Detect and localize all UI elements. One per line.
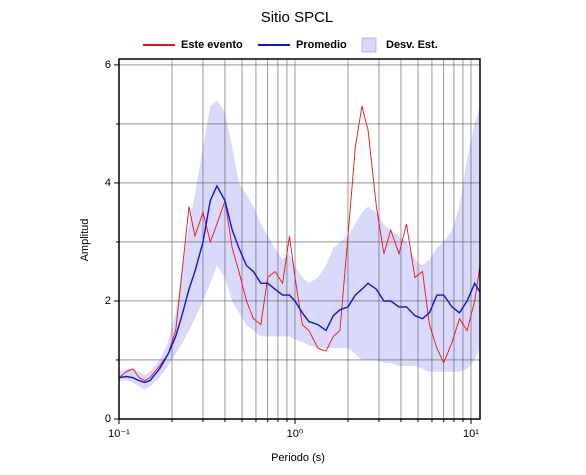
legend: Este evento Promedio Desv. Est. xyxy=(143,37,438,53)
chart-title: Sitio SPCL xyxy=(261,9,334,26)
y-axis-label: Amplitud xyxy=(79,219,91,262)
legend-label: Este evento xyxy=(181,39,243,51)
x-tick-label: 10⁰ xyxy=(287,428,304,440)
y-tick-label: 0 xyxy=(105,413,111,425)
std-band xyxy=(119,100,480,390)
legend-label: Promedio xyxy=(296,39,347,51)
x-tick-label: 10⁻¹ xyxy=(108,428,130,440)
series-line xyxy=(118,184,481,384)
y-tick-label: 4 xyxy=(105,177,111,189)
legend-label: Desv. Est. xyxy=(386,39,438,51)
series-line xyxy=(118,106,481,382)
y-tick-label: 2 xyxy=(105,295,111,307)
legend-swatch xyxy=(361,37,377,53)
y-tick-label: 6 xyxy=(105,59,111,71)
x-tick-label: 10¹ xyxy=(463,428,479,440)
plot-frame xyxy=(118,58,481,420)
x-axis-label: Periodo (s) xyxy=(271,452,325,464)
